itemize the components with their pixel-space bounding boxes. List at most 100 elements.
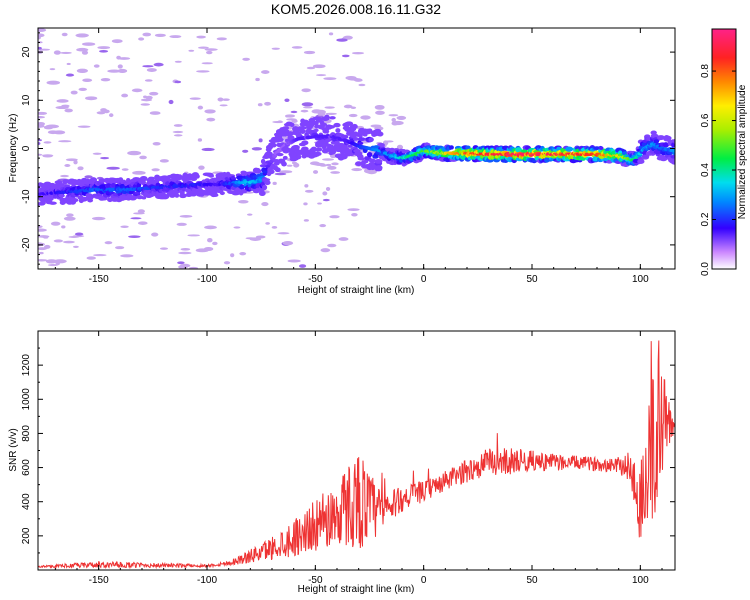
snr-y-ticks: 200 400 600 800 1000 1200 (21, 347, 675, 554)
noise-blob (108, 113, 114, 118)
noise-blob (303, 50, 316, 55)
noise-blob (303, 202, 308, 206)
noise-blob (219, 104, 228, 107)
noise-blob (38, 33, 45, 38)
noise-blob (65, 73, 75, 77)
ridge-blob (670, 154, 675, 159)
x-tick-label: 0 (421, 274, 427, 285)
noise-blob (172, 130, 184, 134)
noise-blob (189, 97, 201, 100)
noise-blob (343, 104, 353, 109)
colorbar-ticks: 0.0 0.2 0.4 0.6 0.8 (700, 64, 736, 276)
ridge-blob (368, 137, 374, 142)
noise-blob (76, 47, 89, 52)
ridge-blob (376, 131, 384, 137)
ridge-blob (289, 122, 295, 127)
x-tick-label: -150 (89, 575, 109, 586)
ridge-blob (326, 138, 332, 142)
ridge-blob (48, 201, 57, 205)
ridge-blob (209, 186, 215, 192)
noise-blob (298, 264, 307, 268)
x-tick-label: 0 (421, 575, 427, 586)
noise-blob (336, 38, 348, 42)
noise-blob (251, 147, 263, 151)
noise-blob (38, 251, 44, 255)
noise-blob (285, 114, 296, 118)
noise-blob (139, 155, 147, 160)
ridge-blob (662, 142, 670, 148)
noise-blob (43, 141, 52, 144)
noise-blob (282, 241, 294, 246)
noise-blob (121, 93, 129, 98)
ridge-blob (379, 143, 385, 148)
noise-blob (327, 165, 337, 170)
noise-blob (322, 191, 328, 196)
x-tick-label: 50 (526, 274, 538, 285)
noise-blob (366, 169, 377, 175)
noise-blob (315, 74, 327, 77)
noise-blob (84, 175, 93, 179)
noise-blob (38, 46, 42, 50)
noise-blob (152, 141, 161, 146)
noise-blob (92, 152, 102, 155)
y-tick-label: 20 (21, 46, 32, 58)
ridge-blob (111, 182, 117, 188)
noise-blob (38, 235, 50, 238)
noise-blob (317, 202, 322, 205)
noise-blob (201, 62, 213, 65)
noise-blob (64, 164, 71, 167)
ridge-blob (299, 126, 308, 130)
noise-blob (178, 264, 188, 269)
noise-blob (120, 225, 129, 228)
ridge-blob (255, 167, 261, 173)
noise-blob (120, 254, 134, 258)
noise-blob (103, 109, 110, 114)
noise-blob (265, 222, 270, 225)
noise-blob (169, 35, 182, 39)
ridge-blob (149, 176, 156, 181)
noise-blob (70, 90, 78, 95)
noise-blob (278, 170, 293, 174)
noise-blob (351, 168, 363, 172)
noise-blob (306, 66, 316, 70)
ridge-blob (351, 123, 358, 130)
noise-blob (338, 237, 349, 241)
ridge-blob (347, 144, 353, 148)
noise-blob (277, 120, 283, 124)
noise-blob (38, 139, 42, 142)
noise-blob (173, 134, 183, 137)
noise-blob (323, 77, 337, 81)
noise-blob (56, 99, 69, 103)
noise-blob (130, 217, 142, 220)
noise-blob (264, 101, 271, 106)
noise-blob (44, 244, 51, 249)
noise-blob (196, 35, 207, 39)
y-tick-label: 10 (21, 94, 32, 106)
ridge-blob (160, 175, 169, 180)
noise-blob (137, 209, 145, 214)
noise-blob (111, 39, 123, 44)
ridge-blob (358, 141, 364, 146)
noise-blob (176, 222, 187, 226)
noise-blob (242, 149, 249, 153)
ridge-blob (174, 192, 180, 198)
ridge-blob (345, 121, 354, 126)
noise-blob (324, 106, 335, 109)
snr-x-ticks: -150 -100 -50 0 50 100 (54, 331, 663, 586)
noise-blob (99, 50, 109, 53)
colorbar-frame (711, 28, 737, 270)
noise-blob (91, 216, 106, 221)
noise-blob (330, 171, 341, 174)
ridge-blob (54, 180, 63, 184)
noise-blob (45, 259, 58, 264)
colorbar-gradient (712, 29, 736, 269)
noise-blob (212, 241, 218, 246)
noise-blob (312, 64, 326, 69)
noise-blob (138, 37, 145, 41)
noise-blob (100, 156, 110, 160)
noise-blob (187, 234, 200, 237)
noise-blob (328, 32, 334, 36)
ridge-blob (646, 136, 652, 141)
noise-blob (100, 78, 111, 82)
noise-blob (351, 213, 358, 217)
